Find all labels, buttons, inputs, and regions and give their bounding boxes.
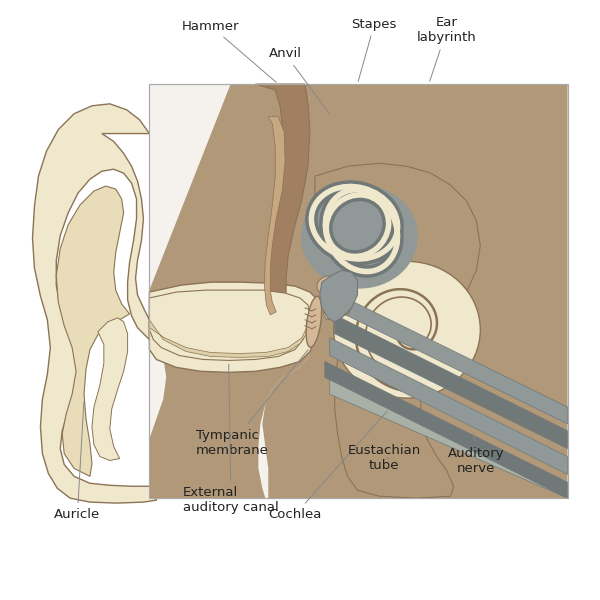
Polygon shape xyxy=(335,315,568,449)
Text: External
auditory canal: External auditory canal xyxy=(183,364,279,514)
Polygon shape xyxy=(32,104,157,503)
Polygon shape xyxy=(256,84,310,322)
Text: Auditory
nerve: Auditory nerve xyxy=(448,434,505,475)
Ellipse shape xyxy=(317,276,338,295)
Ellipse shape xyxy=(301,185,418,289)
Ellipse shape xyxy=(330,291,346,305)
Text: Ear
labyrinth: Ear labyrinth xyxy=(417,16,476,82)
Text: Auricle: Auricle xyxy=(54,402,101,521)
Polygon shape xyxy=(262,84,568,498)
Ellipse shape xyxy=(306,296,322,347)
Polygon shape xyxy=(330,338,568,475)
Polygon shape xyxy=(330,377,568,498)
Text: Tympanic
membrane: Tympanic membrane xyxy=(196,350,308,457)
Ellipse shape xyxy=(339,304,350,316)
Polygon shape xyxy=(320,270,358,322)
Polygon shape xyxy=(149,320,308,358)
Polygon shape xyxy=(149,84,312,498)
Text: Hammer: Hammer xyxy=(182,19,276,82)
Polygon shape xyxy=(149,282,320,373)
Polygon shape xyxy=(325,361,568,498)
Text: Eustachian
tube: Eustachian tube xyxy=(347,443,421,472)
Text: Stapes: Stapes xyxy=(352,17,397,82)
Polygon shape xyxy=(56,186,130,476)
Ellipse shape xyxy=(334,262,481,398)
Polygon shape xyxy=(92,318,128,461)
Polygon shape xyxy=(315,163,481,498)
Text: Cochlea: Cochlea xyxy=(268,411,388,521)
Bar xyxy=(149,84,568,498)
Polygon shape xyxy=(149,290,310,361)
Bar xyxy=(149,84,568,498)
Polygon shape xyxy=(340,295,568,424)
Polygon shape xyxy=(265,117,285,315)
Ellipse shape xyxy=(323,296,336,320)
Text: Anvil: Anvil xyxy=(269,47,330,115)
